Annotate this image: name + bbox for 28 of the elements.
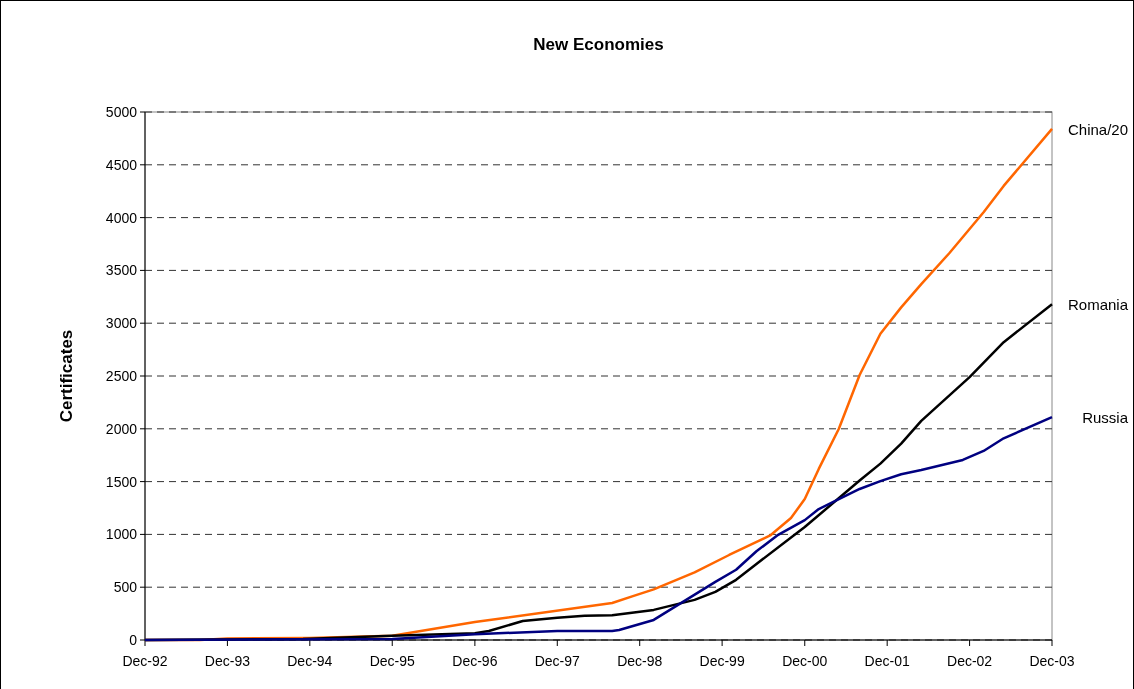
x-tick-label: Dec-95 [369,653,416,669]
y-axis-title: Certificates [57,329,76,423]
x-tick-label: Dec-98 [617,653,663,669]
x-tick-label: Dec-01 [864,653,910,669]
series-label: Romania [1067,296,1129,314]
y-tick-label: 4500 [105,156,138,173]
y-tick-label: 5000 [105,104,138,120]
chart-title: New Economies [533,35,664,54]
x-tick-label: Dec-03 [1029,653,1075,669]
y-tick-label: 2500 [105,368,138,384]
series-label: China/20 [1067,120,1128,138]
x-tick-label: Dec-99 [699,653,745,669]
y-tick-label: 0 [129,632,138,648]
x-tick-label: Dec-97 [534,653,581,669]
x-tick-label: Dec-00 [782,653,828,669]
y-tick-label: 1000 [105,526,138,543]
x-tick-label: Dec-93 [204,653,251,669]
x-tick-label: Dec-92 [122,653,168,669]
y-tick-label: 3000 [105,315,138,332]
y-tick-label: 2000 [105,420,138,437]
x-tick-label: Dec-96 [452,653,498,669]
x-tick-label: Dec-02 [947,653,993,669]
y-tick-label: 1500 [105,473,138,490]
x-tick-label: Dec-94 [287,653,333,669]
text: Russia [1082,409,1129,427]
y-tick-label: 500 [113,579,138,596]
y-tick-label: 4000 [105,209,138,226]
y-tick-label: 3500 [105,262,138,279]
